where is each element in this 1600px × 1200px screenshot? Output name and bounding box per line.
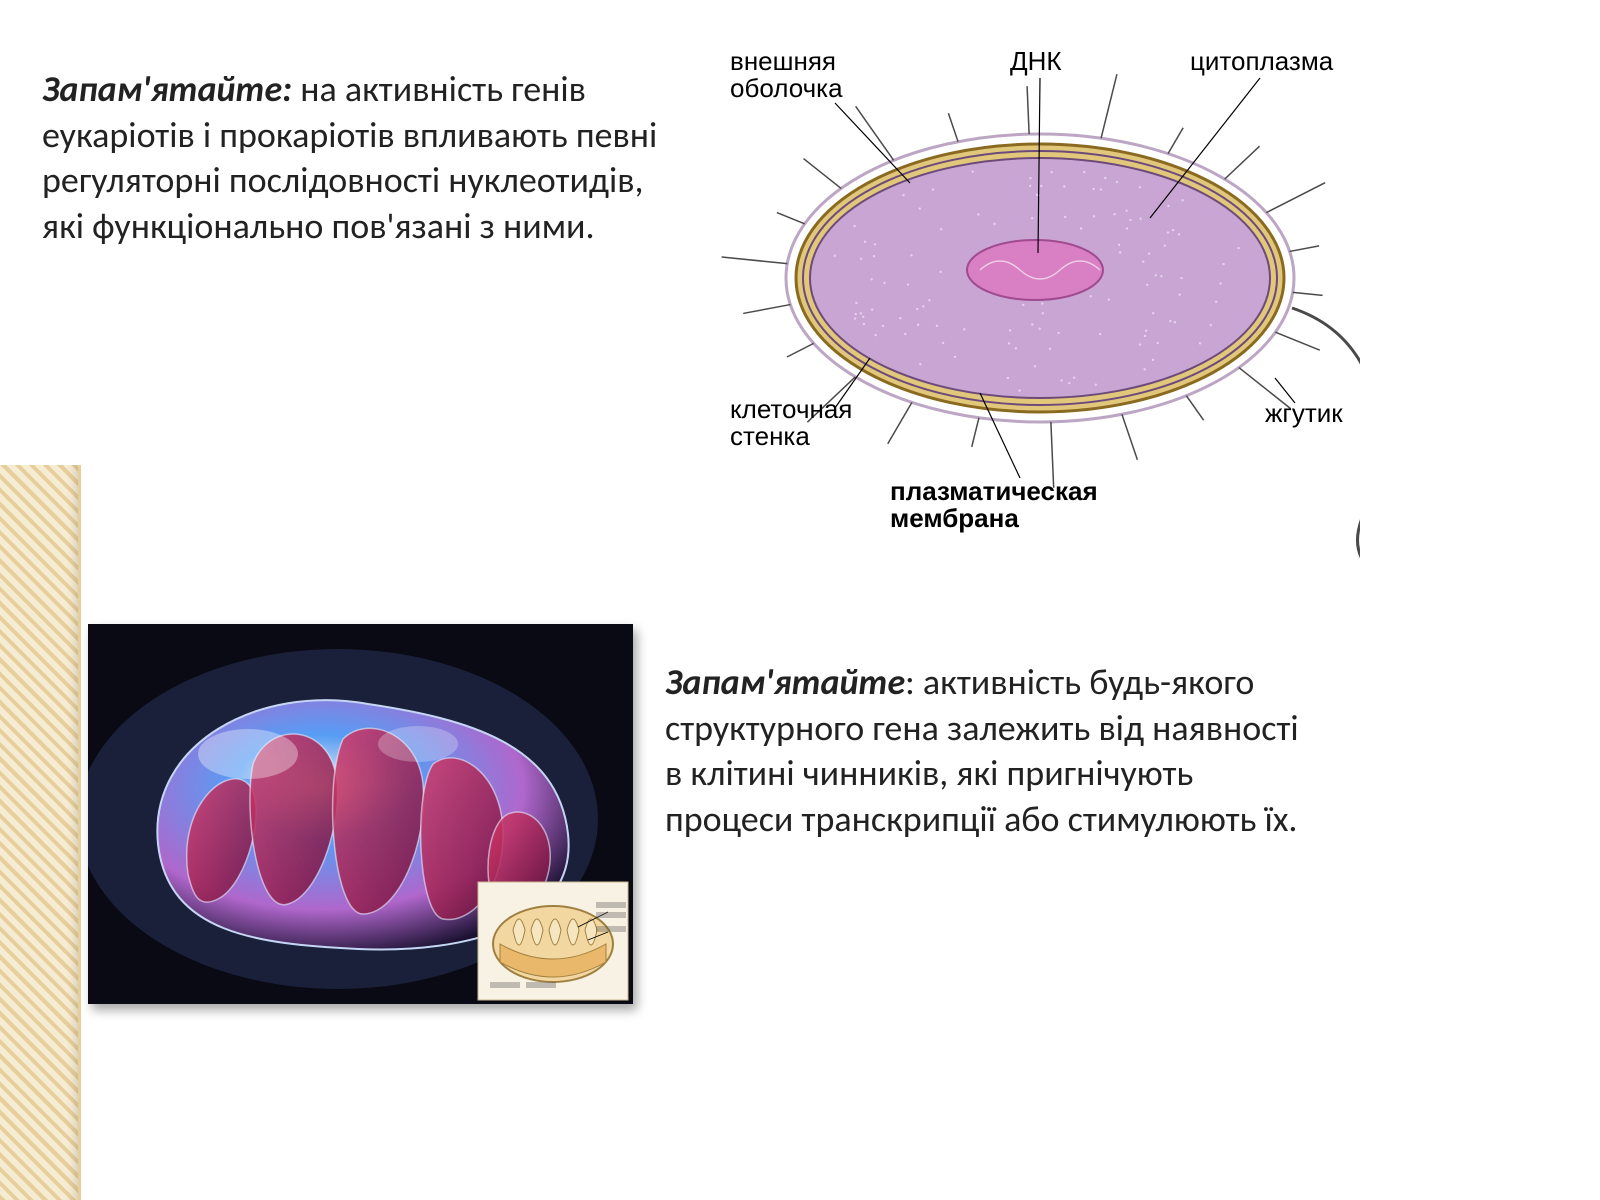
remember-block-2: Запам'ятайте: активність будь-якого стру… bbox=[665, 660, 1305, 843]
remember-block-1: Запам'ятайте: на активність генів еукарі… bbox=[42, 67, 692, 250]
decor-strip bbox=[0, 465, 81, 1200]
label-plasma-membrane: плазматическаямембрана bbox=[890, 478, 1098, 533]
mitochondrion-svg bbox=[88, 624, 633, 1004]
label-dna: ДНК bbox=[1010, 48, 1062, 75]
label-outer-membrane: внешняяоболочка bbox=[730, 48, 843, 103]
label-cell-wall: клеточнаястенка bbox=[730, 396, 852, 451]
mitochondrion-image bbox=[88, 624, 633, 1004]
remember-1-lead: Запам'ятайте: bbox=[42, 67, 292, 111]
label-flagellum: жгутик bbox=[1265, 400, 1343, 427]
remember-2-lead: Запам'ятайте bbox=[665, 660, 905, 704]
label-cytoplasm: цитоплазма bbox=[1190, 48, 1333, 75]
prokaryote-cell-diagram: внешняяоболочка ДНК цитоплазма клеточная… bbox=[720, 18, 1360, 558]
